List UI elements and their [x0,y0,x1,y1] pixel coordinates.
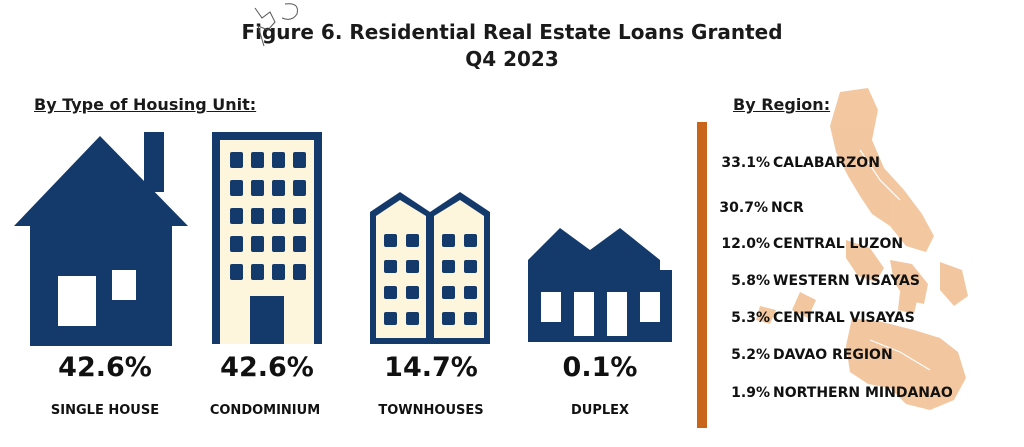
condo-window [251,152,264,168]
townhouse-window [406,260,419,273]
philippines-map [756,88,968,410]
region-heading: By Region: [733,95,831,114]
chart-subtitle: Q4 2023 [465,47,559,71]
region-value-label: 1.9% [731,385,770,401]
townhouse-window [384,234,397,247]
condo-window [251,208,264,224]
townhouse-window [464,234,477,247]
region-name-label: CENTRAL VISAYAS [773,310,915,326]
region-separator-bar [697,122,707,428]
region-name-label: CENTRAL LUZON [773,236,904,252]
category-label: DUPLEX [570,403,630,418]
condominium-icon [212,132,322,344]
condo-window [272,236,285,252]
condo-window [272,180,285,196]
condo-window [272,152,285,168]
townhouse-window [464,260,477,273]
condo-window [272,208,285,224]
condo-window [272,264,285,280]
townhouse-window [464,286,477,299]
townhouse-window [406,286,419,299]
scribble-decoration [254,3,298,47]
duplex-icon [528,228,672,342]
bar-value-label: 42.6% [220,352,314,383]
region-name-label: NCR [771,200,804,216]
townhouse-icon [370,192,490,344]
condo-window [230,208,243,224]
region-value-label: 33.1% [721,155,770,171]
condo-window [293,236,306,252]
category-label: CONDOMINIUM [209,403,321,418]
condo-window [251,264,264,280]
townhouse-window [406,234,419,247]
townhouse-window [406,312,419,325]
condo-window [293,180,306,196]
condo-window [251,236,264,252]
condo-window [230,236,243,252]
region-name-label: WESTERN VISAYAS [773,273,920,289]
townhouse-window [442,234,455,247]
region-value-label: 5.2% [731,347,770,363]
bar-value-label: 14.7% [384,352,478,383]
bar-value-label: 42.6% [58,352,152,383]
map-outline [859,149,931,371]
condo-window [230,264,243,280]
housing-heading: By Type of Housing Unit: [34,95,257,114]
condo-window [230,152,243,168]
category-label: SINGLE HOUSE [50,403,160,418]
region-value-label: 5.3% [731,310,770,326]
region-name-label: NORTHERN MINDANAO [773,385,953,401]
townhouse-window [442,312,455,325]
townhouse-window [384,260,397,273]
townhouse-window [442,260,455,273]
house-icon [14,132,188,346]
townhouse-window [384,312,397,325]
condo-window [293,264,306,280]
region-name-label: DAVAO REGION [773,347,893,363]
chart-title: Figure 6. Residential Real Estate Loans … [241,20,783,44]
townhouse-window [442,286,455,299]
bar-value-label: 0.1% [562,352,638,383]
condo-window [293,152,306,168]
region-value-label: 30.7% [719,200,768,216]
region-value-label: 12.0% [721,236,770,252]
condo-window [293,208,306,224]
region-value-label: 5.8% [731,273,770,289]
condo-window [251,180,264,196]
region-name-label: CALABARZON [773,155,880,171]
category-label: TOWNHOUSES [378,403,484,418]
townhouse-window [464,312,477,325]
condo-window [230,180,243,196]
townhouse-window [384,286,397,299]
